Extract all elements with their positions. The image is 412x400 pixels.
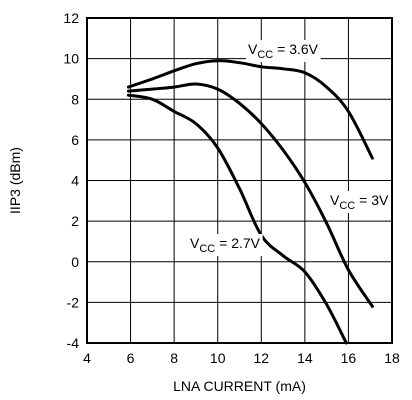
svg-text:VCC = 3.6V: VCC = 3.6V — [248, 41, 319, 61]
x-tick-label: 18 — [384, 350, 400, 366]
y-axis-title: IIP3 (dBm) — [7, 147, 23, 214]
y-tick-labels: 12 10 8 6 4 2 0 -2 -4 — [63, 10, 79, 351]
y-tick-label: 8 — [71, 91, 79, 107]
vcc-3.6v-label: VCC = 3.6V — [246, 40, 321, 62]
x-tick-label: 6 — [127, 350, 135, 366]
vcc-2.7v-label: VCC = 2.7V — [188, 234, 263, 256]
svg-text:VCC = 3V: VCC = 3V — [330, 192, 389, 212]
vcc-3v-label: VCC = 3V — [328, 191, 391, 213]
series-labels: VCC = 3.6V VCC = 3V VCC = 2.7V — [188, 40, 391, 256]
x-tick-label: 16 — [341, 350, 357, 366]
vcc-2.7v-curve — [126, 93, 348, 345]
x-tick-label: 10 — [210, 350, 226, 366]
plot-area-frame — [86, 17, 393, 344]
y-tick-label: 4 — [71, 173, 79, 189]
grid-lines — [87, 18, 392, 343]
y-tick-label: -2 — [67, 294, 80, 310]
y-tick-label: -4 — [67, 335, 80, 351]
x-tick-label: 12 — [253, 350, 269, 366]
x-tick-label: 8 — [170, 350, 178, 366]
y-tick-label: 6 — [71, 132, 79, 148]
x-tick-label: 14 — [297, 350, 313, 366]
y-tick-label: 10 — [63, 51, 79, 67]
x-tick-label: 4 — [83, 350, 91, 366]
series-curves — [126, 59, 374, 345]
svg-text:VCC = 2.7V: VCC = 2.7V — [190, 235, 261, 255]
x-tick-labels: 4 6 8 10 12 14 16 18 — [83, 350, 400, 366]
y-tick-label: 2 — [71, 213, 79, 229]
vcc-3v-curve — [126, 82, 374, 308]
y-tick-label: 12 — [63, 10, 79, 26]
y-tick-label: 0 — [71, 254, 79, 270]
x-axis-title: LNA CURRENT (mA) — [173, 378, 306, 394]
vcc-3.6v-curve — [126, 59, 374, 160]
